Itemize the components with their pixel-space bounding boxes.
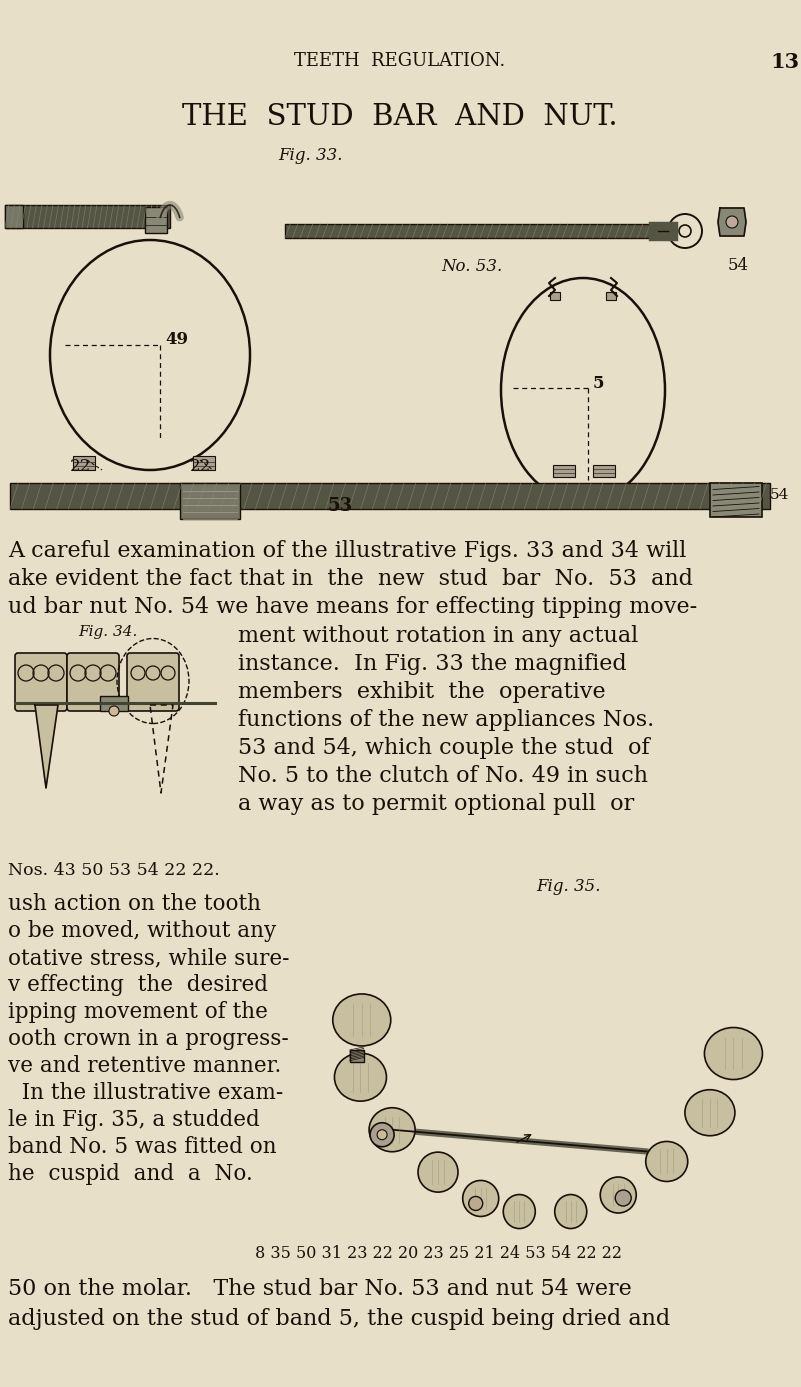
Bar	[100, 696, 128, 712]
Text: 8 35 50 31 23 22 20 23 25 21 24 53 54 22 22: 8 35 50 31 23 22 20 23 25 21 24 53 54 22…	[255, 1246, 622, 1262]
FancyBboxPatch shape	[67, 653, 119, 712]
Text: o be moved, without any: o be moved, without any	[8, 920, 276, 942]
Bar	[550, 293, 560, 300]
Polygon shape	[35, 705, 58, 788]
Ellipse shape	[503, 1194, 535, 1229]
Text: Fig. 35.: Fig. 35.	[536, 878, 600, 895]
Text: Fig. 34.: Fig. 34.	[78, 626, 138, 639]
Ellipse shape	[685, 1090, 735, 1136]
Text: In the illustrative exam-: In the illustrative exam-	[8, 1082, 284, 1104]
Text: Nos. 43 50 53 54 22 22.: Nos. 43 50 53 54 22 22.	[8, 861, 219, 879]
Ellipse shape	[555, 1194, 587, 1229]
Bar	[553, 465, 575, 477]
Text: 54: 54	[728, 257, 749, 275]
Text: TEETH  REGULATION.: TEETH REGULATION.	[295, 51, 505, 69]
Text: instance.  In Fig. 33 the magnified: instance. In Fig. 33 the magnified	[238, 653, 626, 675]
Circle shape	[370, 1122, 394, 1147]
Text: 53: 53	[328, 497, 352, 515]
Text: members  exhibit  the  operative: members exhibit the operative	[238, 681, 606, 703]
Ellipse shape	[600, 1178, 636, 1214]
Bar	[710, 483, 762, 517]
Text: 53 and 54, which couple the stud  of: 53 and 54, which couple the stud of	[238, 736, 650, 759]
Text: 54: 54	[770, 488, 789, 502]
Bar	[73, 456, 95, 470]
Ellipse shape	[332, 994, 391, 1046]
Text: v effecting  the  desired: v effecting the desired	[8, 974, 268, 996]
Circle shape	[615, 1190, 631, 1207]
Text: ment without rotation in any actual: ment without rotation in any actual	[238, 626, 638, 646]
Ellipse shape	[369, 1108, 415, 1151]
Ellipse shape	[335, 1053, 386, 1101]
Bar	[5, 205, 170, 227]
Text: A careful examination of the illustrative Figs. 33 and 34 will: A careful examination of the illustrativ…	[8, 540, 686, 562]
Bar	[5, 205, 23, 227]
Ellipse shape	[463, 1180, 499, 1216]
Circle shape	[109, 706, 119, 716]
Text: ush action on the tooth: ush action on the tooth	[8, 893, 261, 915]
Circle shape	[469, 1197, 483, 1211]
Text: 50 on the molar.   The stud bar No. 53 and nut 54 were: 50 on the molar. The stud bar No. 53 and…	[8, 1277, 632, 1300]
Text: Fig. 33.: Fig. 33.	[278, 147, 342, 164]
Polygon shape	[718, 208, 746, 236]
Text: a way as to permit optional pull  or: a way as to permit optional pull or	[238, 793, 634, 816]
Ellipse shape	[704, 1028, 763, 1079]
Text: 5: 5	[593, 376, 605, 393]
Text: ud bar nut No. 54 we have means for effecting tipping move-: ud bar nut No. 54 we have means for effe…	[8, 596, 697, 619]
Text: ipping movement of the: ipping movement of the	[8, 1001, 268, 1024]
Ellipse shape	[418, 1153, 458, 1191]
Circle shape	[377, 1130, 387, 1140]
Text: THE  STUD  BAR  AND  NUT.: THE STUD BAR AND NUT.	[182, 103, 618, 130]
Bar	[593, 465, 615, 477]
Bar	[285, 223, 660, 239]
Text: he  cuspid  and  a  No.: he cuspid and a No.	[8, 1164, 253, 1184]
Bar	[606, 293, 616, 300]
Text: band No. 5 was fitted on: band No. 5 was fitted on	[8, 1136, 276, 1158]
Text: No. 53.: No. 53.	[441, 258, 502, 275]
Text: 22: 22	[70, 458, 91, 474]
Text: functions of the new appliances Nos.: functions of the new appliances Nos.	[238, 709, 654, 731]
Bar	[180, 483, 240, 519]
Bar	[145, 207, 167, 233]
Text: ake evident the fact that in  the  new  stud  bar  No.  53  and: ake evident the fact that in the new stu…	[8, 569, 693, 589]
FancyBboxPatch shape	[127, 653, 179, 712]
Circle shape	[726, 216, 738, 227]
Text: 49: 49	[165, 331, 188, 348]
Text: le in Fig. 35, a studded: le in Fig. 35, a studded	[8, 1110, 260, 1130]
Ellipse shape	[646, 1142, 688, 1182]
FancyBboxPatch shape	[15, 653, 67, 712]
Text: otative stress, while sure-: otative stress, while sure-	[8, 947, 289, 970]
Text: 13: 13	[770, 51, 799, 72]
Text: adjusted on the stud of band 5, the cuspid being dried and: adjusted on the stud of band 5, the cusp…	[8, 1308, 670, 1330]
Text: 22: 22	[189, 458, 211, 474]
Text: ooth crown in a progress-: ooth crown in a progress-	[8, 1028, 288, 1050]
Bar	[10, 483, 770, 509]
Text: ve and retentive manner.: ve and retentive manner.	[8, 1056, 281, 1076]
Bar	[193, 456, 215, 470]
Bar	[350, 1050, 364, 1062]
Text: No. 5 to the clutch of No. 49 in such: No. 5 to the clutch of No. 49 in such	[238, 766, 648, 786]
